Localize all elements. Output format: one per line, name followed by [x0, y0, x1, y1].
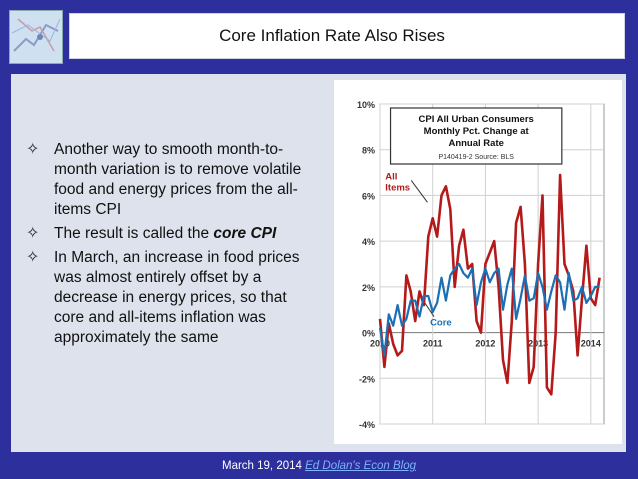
series-line-all-items [378, 173, 601, 396]
y-tick-label: 0% [362, 329, 375, 339]
bullet-emphasis: core CPI [213, 225, 277, 242]
bullet-list: ✧ Another way to smooth month-to-month v… [22, 140, 318, 352]
four-point-star-icon: ✧ [26, 141, 40, 158]
bullet-text: Another way to smooth month-to-month var… [54, 141, 302, 218]
chart-container: -4% -2% 0% 2% 4% 6% 8% 10% 2010 2011 2012 2013 2014 C… [334, 80, 622, 444]
all-items-label: All [385, 171, 397, 182]
title-box: Core Inflation Rate Also Rises [69, 13, 625, 59]
y-tick-label: 8% [362, 146, 375, 156]
y-tick-label: 6% [362, 191, 375, 201]
x-tick-label: 2014 [581, 339, 601, 349]
bullet-item: ✧ The result is called the core CPI [22, 224, 318, 244]
bullet-item: ✧ Another way to smooth month-to-month v… [22, 140, 318, 220]
core-label: Core [430, 318, 452, 329]
y-tick-label: 4% [362, 237, 375, 247]
all-items-label: Items [385, 182, 410, 193]
x-tick-label: 2010 [370, 339, 390, 349]
chart-title-box [389, 107, 563, 165]
four-point-star-icon: ✧ [26, 249, 40, 266]
chart-title-line: CPI All Urban Consumers [419, 114, 534, 125]
bullet-text: In March, an increase in food prices was… [54, 249, 300, 346]
y-tick-label: 10% [357, 100, 375, 110]
y-tick-label: -4% [359, 420, 375, 430]
map-thumbnail-icon [9, 10, 63, 64]
footer-date: March 19, 2014 [222, 460, 302, 472]
all-items-pointer [410, 180, 428, 203]
x-tick-label: 2013 [528, 339, 548, 349]
chart-source: P140419-2 Source: BLS [438, 154, 514, 161]
bullet-text: The result is called the [54, 225, 214, 242]
y-tick-label: -2% [359, 374, 375, 384]
footer: March 19, 2014 Ed Dolan's Econ Blog [0, 460, 638, 472]
slide-title: Core Inflation Rate Also Rises [219, 26, 445, 45]
x-tick-label: 2012 [475, 339, 495, 349]
x-tick-label: 2011 [423, 339, 443, 349]
series-line-core [378, 262, 600, 357]
map-thumbnail-graphic [10, 11, 62, 63]
four-point-star-icon: ✧ [26, 225, 40, 242]
chart-title-line: Monthly Pct. Change at [424, 126, 530, 137]
y-tick-label: 2% [362, 283, 375, 293]
bullet-item: ✧ In March, an increase in food prices w… [22, 248, 318, 348]
core-pointer [424, 302, 435, 317]
cpi-line-chart: -4% -2% 0% 2% 4% 6% 8% 10% 2010 2011 2012 2013 2014 C… [357, 100, 605, 430]
chart-title-line: Annual Rate [448, 138, 503, 149]
footer-link[interactable]: Ed Dolan's Econ Blog [305, 460, 416, 472]
